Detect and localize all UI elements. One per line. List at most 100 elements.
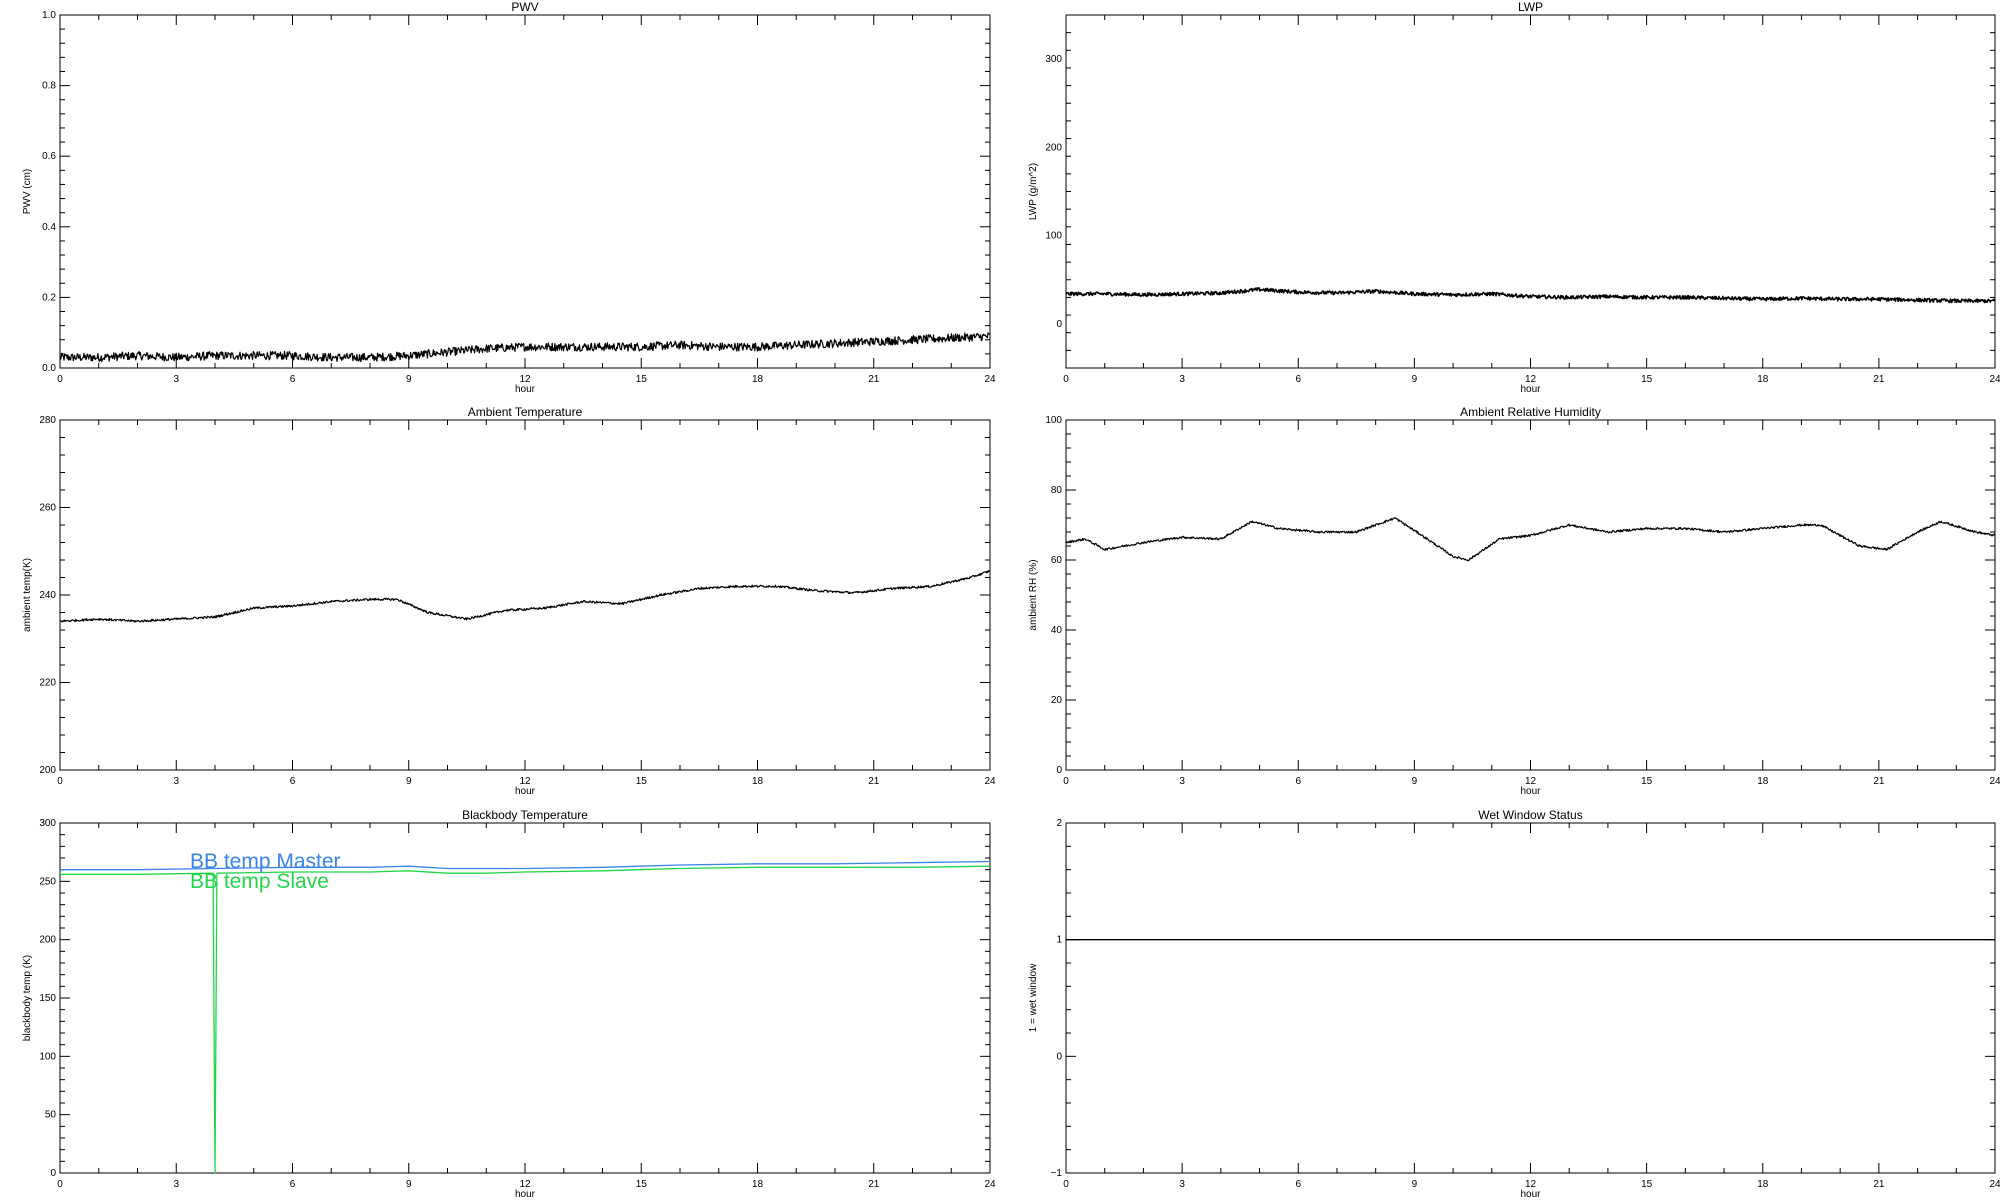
- x-tick-label: 9: [406, 374, 412, 385]
- x-tick-label: 24: [984, 1179, 996, 1190]
- x-tick-label: 0: [1063, 374, 1069, 385]
- x-axis-label: hour: [1520, 1189, 1541, 1200]
- y-tick-label: 200: [39, 935, 56, 946]
- x-tick-label: 24: [1989, 374, 2000, 385]
- x-axis-label: hour: [1520, 786, 1541, 797]
- x-tick-label: 0: [57, 1179, 63, 1190]
- x-tick-label: 9: [1412, 374, 1418, 385]
- chart-pwv: PWV 0 3 6 9 12 15 18 21 24 hour 0.0 0.2 0.4 0.6 0.8 1.0 P…: [22, 0, 996, 395]
- x-tick-label: 0: [57, 374, 63, 385]
- x-tick-label: 12: [519, 374, 531, 385]
- x-tick-label: 15: [636, 374, 648, 385]
- y-tick-label: 0.2: [42, 292, 56, 303]
- y-tick-label: 0.6: [42, 151, 56, 162]
- x-tick-label: 6: [290, 374, 296, 385]
- y-tick-label: −1: [1051, 1168, 1063, 1179]
- x-tick-label: 18: [1757, 374, 1769, 385]
- series-line-0: [1065, 517, 1996, 562]
- y-tick-label: 280: [39, 415, 56, 426]
- y-tick-label: 200: [1045, 142, 1062, 153]
- x-tick-label: 18: [752, 374, 764, 385]
- x-tick-label: 12: [519, 1179, 531, 1190]
- chart-ambient-temperature: Ambient Temperature 0 3 6 9 12 15 18 21 24 hour 200…: [22, 405, 996, 797]
- y-tick-label: 1.0: [42, 10, 56, 21]
- y-tick-label: 1: [1056, 935, 1062, 946]
- chart-blackbody-temperature: Blackbody Temperature 0 3 6 9 12 15 18 21 24 hour 0…: [22, 808, 996, 1200]
- legend-entry: BB temp Slave: [190, 870, 329, 893]
- series-line-0: [59, 332, 991, 363]
- x-tick-label: 15: [1641, 776, 1653, 787]
- x-tick-label: 6: [290, 776, 296, 787]
- y-tick-label: 100: [39, 1051, 56, 1062]
- x-tick-label: 18: [1757, 1179, 1769, 1190]
- y-tick-label: 20: [1051, 695, 1063, 706]
- x-tick-label: 6: [1295, 374, 1301, 385]
- y-axis-label: ambient temp(K): [22, 558, 33, 632]
- plot-frame: [59, 14, 991, 369]
- series-line-0: [60, 860, 991, 871]
- plot-frame: [1065, 822, 1996, 1174]
- x-tick-label: 24: [984, 374, 996, 385]
- x-tick-label: 24: [1989, 776, 2000, 787]
- x-tick-label: 21: [1873, 776, 1885, 787]
- x-tick-label: 6: [290, 1179, 296, 1190]
- y-axis-label: LWP (g/m^2): [1028, 163, 1039, 220]
- chart-ambient-relative-humidity: Ambient Relative Humidity 0 3 6 9 12 15 18 21 24 h…: [1028, 405, 2000, 797]
- x-tick-label: 21: [868, 1179, 880, 1190]
- x-tick-label: 9: [1412, 1179, 1418, 1190]
- chart-title: Blackbody Temperature: [462, 808, 588, 822]
- y-tick-label: 100: [1045, 231, 1062, 242]
- x-tick-label: 3: [1179, 374, 1185, 385]
- y-tick-label: 80: [1051, 485, 1063, 496]
- y-tick-label: 50: [45, 1110, 57, 1121]
- x-tick-label: 24: [1989, 1179, 2000, 1190]
- chart-title: Ambient Relative Humidity: [1460, 405, 1601, 419]
- x-tick-label: 3: [173, 1179, 179, 1190]
- x-tick-label: 0: [1063, 776, 1069, 787]
- x-tick-label: 21: [868, 776, 880, 787]
- y-tick-label: 0.4: [42, 222, 56, 233]
- x-tick-label: 12: [1525, 374, 1537, 385]
- y-tick-label: 100: [1045, 415, 1062, 426]
- y-axis-label: PWV (cm): [22, 169, 33, 215]
- y-tick-label: 150: [39, 993, 56, 1004]
- x-tick-label: 15: [1641, 374, 1653, 385]
- x-axis-label: hour: [515, 786, 536, 797]
- x-axis-label: hour: [515, 384, 536, 395]
- x-tick-label: 15: [1641, 1179, 1653, 1190]
- x-tick-label: 18: [1757, 776, 1769, 787]
- plot-frame: [1065, 419, 1996, 771]
- x-tick-label: 0: [1063, 1179, 1069, 1190]
- y-tick-label: 60: [1051, 555, 1063, 566]
- x-tick-label: 21: [1873, 374, 1885, 385]
- plot-frame: [59, 419, 991, 771]
- x-tick-label: 9: [1412, 776, 1418, 787]
- x-tick-label: 3: [1179, 1179, 1185, 1190]
- x-tick-label: 3: [1179, 776, 1185, 787]
- y-tick-label: 2: [1056, 818, 1062, 829]
- x-axis-label: hour: [1520, 384, 1541, 395]
- y-tick-label: 0.8: [42, 81, 56, 92]
- x-tick-label: 18: [752, 1179, 764, 1190]
- chart-title: PWV: [511, 0, 538, 14]
- series-line-0: [59, 570, 991, 623]
- x-tick-label: 9: [406, 1179, 412, 1190]
- chart-title: LWP: [1518, 0, 1543, 14]
- y-tick-label: 300: [39, 818, 56, 829]
- y-axis-label: blackbody temp (K): [22, 955, 33, 1041]
- chart-lwp: LWP 0 3 6 9 12 15 18 21 24 hour 0 100 200 300 LWP (g/m^…: [1028, 0, 2000, 395]
- plot-frame: [1065, 14, 1996, 369]
- y-tick-label: 0: [1056, 319, 1062, 330]
- x-tick-label: 3: [173, 776, 179, 787]
- y-axis-label: 1 = wet window: [1028, 963, 1039, 1032]
- chart-title: Wet Window Status: [1478, 808, 1582, 822]
- y-tick-label: 200: [39, 765, 56, 776]
- x-tick-label: 6: [1295, 776, 1301, 787]
- y-tick-label: 0: [50, 1168, 56, 1179]
- x-tick-label: 3: [173, 374, 179, 385]
- y-tick-label: 220: [39, 678, 56, 689]
- y-tick-label: 40: [1051, 625, 1063, 636]
- x-tick-label: 6: [1295, 1179, 1301, 1190]
- x-tick-label: 12: [519, 776, 531, 787]
